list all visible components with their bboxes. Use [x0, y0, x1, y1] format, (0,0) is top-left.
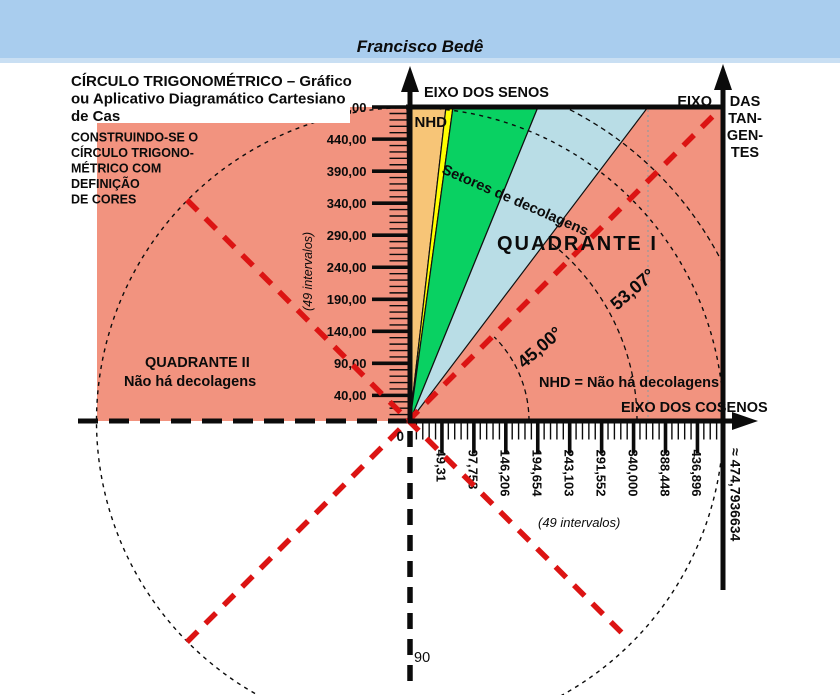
quadrant1-label: QUADRANTE I	[497, 233, 658, 255]
x-axis-tick-label: 436,896	[689, 450, 704, 497]
author-name: Francisco Bedê	[357, 37, 484, 56]
x-axis-tick-label: 388,448	[657, 450, 672, 497]
note-line: CÍRCULO TRIGONO-	[71, 145, 194, 160]
header-band	[0, 0, 840, 58]
tangent-axis-title-left: EIXO	[677, 94, 712, 110]
note-line: DE CORES	[71, 193, 136, 207]
x-axis-tick-label: 146,206	[498, 450, 513, 497]
title-line: CÍRCULO TRIGONOMÉTRICO – Gráfico	[71, 73, 352, 90]
note-line: CONSTRUINDO-SE O	[71, 131, 198, 145]
y-axis-tick-label: 440,00	[327, 132, 367, 147]
tangent-approx-value: ≈ 474,7936634	[728, 448, 744, 542]
x-axis-tick-label: 340,000	[625, 450, 640, 497]
origin-label: 0	[396, 429, 404, 444]
y-axis-tick-label: 390,00	[327, 164, 367, 179]
arc-outer	[564, 106, 724, 265]
y-axis-tick-label: 190,00	[327, 292, 367, 307]
ninety-label: 90	[414, 650, 430, 666]
tangent-title-line: TES	[731, 145, 760, 161]
quadrant2-sublabel: Não há decolagens	[124, 374, 256, 390]
y-axis-tick-label: 40,00	[334, 388, 367, 403]
title-block: CÍRCULO TRIGONOMÉTRICO – Gráfico ou Apli…	[71, 73, 352, 125]
quadrant2-label: QUADRANTE II	[145, 355, 250, 371]
y-axis-tick-label: 140,00	[327, 324, 367, 339]
nhd-legend: NHD = Não há decolagens	[539, 375, 719, 391]
sine-axis-title: EIXO DOS SENOS	[424, 85, 549, 101]
note-block: CONSTRUINDO-SE O CÍRCULO TRIGONO- MÉTRIC…	[71, 131, 198, 207]
tangent-title-line: TAN-	[728, 111, 762, 127]
cosine-axis-arrow-icon	[732, 412, 758, 430]
header-band-strip	[0, 58, 840, 63]
tangent-title-line: DAS	[730, 94, 761, 110]
x-axis-tick-label: 243,103	[561, 450, 576, 497]
red-45deg-line	[185, 108, 721, 644]
y-intervals-note: (49 intervalos)	[301, 232, 315, 311]
title-box	[66, 70, 350, 123]
x-axis-tick-label: 291,552	[593, 450, 608, 497]
title-line: de Cas	[71, 108, 120, 125]
axis-rulers: 490,00440,00390,00340,00290,00240,00190,…	[327, 100, 718, 498]
y-axis-tick-label: 290,00	[327, 228, 367, 243]
nhd-sector-label: NHD	[415, 114, 448, 131]
y-axis-tick-label: 90,00	[334, 356, 367, 371]
tangent-axis-title-right: DAS TAN- GEN- TES	[727, 94, 763, 161]
tangent-title-line: GEN-	[727, 128, 763, 144]
arc-45deg	[493, 336, 530, 422]
arc-53deg	[549, 241, 638, 422]
x-axis-tick-label: 194,654	[530, 450, 545, 498]
x-intervals-note: (49 intervalos)	[538, 515, 620, 530]
note-line: DEFINIÇÃO	[71, 176, 140, 191]
red-diagonals	[185, 108, 721, 644]
angle-arcs	[493, 106, 724, 422]
sine-axis-arrow-icon	[401, 66, 419, 92]
title-line: ou Aplicativo Diagramático Cartesiano	[71, 91, 346, 108]
y-axis-tick-label: 340,00	[327, 196, 367, 211]
tangent-axis-arrow-icon	[714, 64, 732, 90]
y-axis-tick-label: 240,00	[327, 260, 367, 275]
note-line: MÉTRICO COM	[71, 161, 161, 176]
x-axis-tick-label: 49,31	[434, 450, 449, 483]
cosine-axis-title: EIXO DOS COSENOS	[621, 400, 768, 416]
